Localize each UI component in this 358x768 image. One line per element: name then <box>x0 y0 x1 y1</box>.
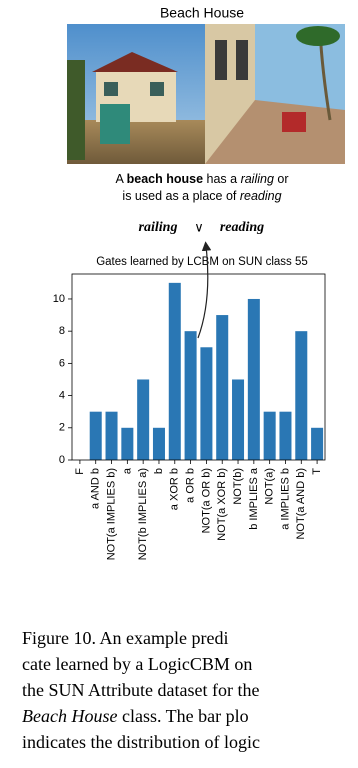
bar <box>121 427 134 460</box>
bar <box>216 315 229 460</box>
text: reading <box>240 189 282 203</box>
x-tick-label: NOT(a XOR b) <box>216 468 228 541</box>
bar <box>200 347 213 460</box>
bar <box>137 379 150 460</box>
y-tick-label: 0 <box>59 454 65 466</box>
photo-left <box>67 24 205 164</box>
image-title: Beach House <box>160 5 244 21</box>
text: has a <box>203 172 241 186</box>
x-tick-label: a AND b <box>90 468 102 509</box>
text: is used as a place of <box>122 189 239 203</box>
caption: Figure 10. An example predi cate learned … <box>22 628 260 752</box>
bar <box>279 411 292 460</box>
x-tick-label: NOT(a AND b) <box>295 468 307 540</box>
x-tick-label: b <box>153 468 165 474</box>
text: railing <box>241 172 274 186</box>
y-tick-label: 4 <box>59 389 65 401</box>
text: class. The bar plo <box>117 706 248 726</box>
caption-line: cate learned by a LogicCBM on <box>22 654 252 674</box>
bar <box>105 411 118 460</box>
caption-line: indicates the distribution of logic <box>22 732 260 752</box>
x-tick-label: a <box>121 467 133 474</box>
bar <box>232 379 245 460</box>
caption-line: Figure 10. An example predi <box>22 628 228 648</box>
text: Beach House <box>22 706 117 726</box>
text: indicates the distribution of logic <box>22 732 260 752</box>
x-tick-label: b IMPLIES a <box>248 467 260 530</box>
bar <box>152 427 165 460</box>
x-tick-label: T <box>311 468 323 475</box>
x-tick-label: a XOR b <box>169 468 181 510</box>
x-tick-label: NOT(a IMPLIES b) <box>105 468 117 560</box>
text: beach house <box>127 172 203 186</box>
chart-title: Gates learned by LCBM on SUN class 55 <box>96 256 308 268</box>
caption-line: Beach House class. The bar plo <box>22 706 249 726</box>
photo-right <box>205 24 345 164</box>
plot: 0 2 4 6 8 10 F a AND b NOT(a IMPLIES b) a NOT(b IM… <box>53 273 326 560</box>
bar <box>263 411 276 460</box>
bar <box>89 411 102 460</box>
formula-operator: ∨ <box>194 219 204 234</box>
description-line: is used as a place of reading <box>122 189 281 203</box>
y-tick-label: 10 <box>53 293 65 305</box>
y-tick-label: 6 <box>59 357 65 369</box>
x-tick-label: F <box>74 468 86 475</box>
bar <box>247 298 260 460</box>
arrow <box>197 241 212 339</box>
plot-frame <box>71 273 326 461</box>
x-tick-label: a IMPLIES b <box>279 468 291 530</box>
description-line: A beach house has a railing or <box>115 172 288 186</box>
bar <box>184 331 197 460</box>
formula-term: reading <box>220 220 264 235</box>
x-tick-label: NOT(b) <box>232 468 244 505</box>
bar <box>295 331 308 460</box>
text: the SUN Attribute dataset for the <box>22 680 259 700</box>
caption-line: the SUN Attribute dataset for the <box>22 680 259 700</box>
y-tick-label: 8 <box>59 325 65 337</box>
bar <box>311 427 324 460</box>
x-tick-label: a OR b <box>185 468 197 503</box>
text: or <box>274 172 289 186</box>
text: cate learned by a LogicCBM on <box>22 654 252 674</box>
x-tick-label: NOT(a OR b) <box>200 468 212 533</box>
x-tick-label: NOT(b IMPLIES a) <box>137 468 149 560</box>
formula-term: railing <box>139 220 178 235</box>
bar <box>168 282 181 460</box>
y-tick-label: 2 <box>59 422 65 434</box>
x-tick-label: NOT(a) <box>264 468 276 505</box>
text: Figure 10. An example predi <box>22 628 228 648</box>
text: A <box>115 172 126 186</box>
